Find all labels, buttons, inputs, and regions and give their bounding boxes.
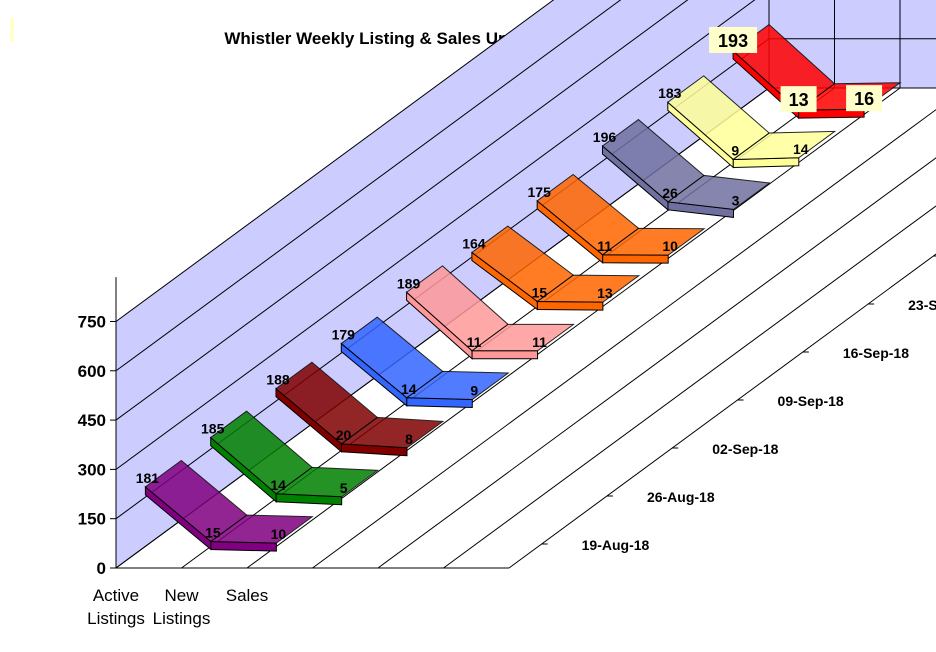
data-label: 181 xyxy=(136,470,160,486)
data-label: 26 xyxy=(662,185,678,201)
data-label: 15 xyxy=(205,524,221,540)
ribbon-top xyxy=(340,416,445,449)
series-ribbon xyxy=(275,361,445,457)
series-ribbon xyxy=(471,225,641,311)
data-label: 179 xyxy=(332,327,356,343)
ribbon-top xyxy=(601,227,706,256)
series-axis: 19-Aug-18 26-Aug-18 02-Sep-18 09-Sep-18 16-S… xyxy=(541,255,936,553)
y-tick-label: 750 xyxy=(78,312,106,331)
data-label-box xyxy=(709,26,758,53)
series-label: 16-Sep-18 xyxy=(843,345,909,361)
data-label: 8 xyxy=(405,431,413,447)
data-label: 185 xyxy=(201,421,225,437)
data-label: 5 xyxy=(340,480,348,496)
y-axis: 0 150 300 450 600 750 xyxy=(78,312,116,578)
series-label: 26-Aug-18 xyxy=(647,489,715,505)
corner-mark xyxy=(10,18,14,42)
data-label: 175 xyxy=(528,184,552,200)
data-label: 9 xyxy=(470,382,478,398)
data-label: 9 xyxy=(731,142,739,158)
series-ribbon xyxy=(405,265,576,360)
data-label: 196 xyxy=(593,129,617,145)
ribbon-top xyxy=(535,274,641,303)
gridline xyxy=(246,87,901,569)
series-label: 19-Aug-18 xyxy=(582,537,650,553)
y-tick-label: 450 xyxy=(78,411,106,430)
gridline xyxy=(115,0,555,322)
data-label: 193 xyxy=(718,31,748,51)
gridline xyxy=(443,205,936,569)
ribbon-face xyxy=(536,300,604,311)
series-ribbon xyxy=(666,75,837,169)
data-label: 10 xyxy=(662,238,678,254)
data-label: 10 xyxy=(271,526,287,542)
data-label: 11 xyxy=(597,238,612,254)
data-label: 164 xyxy=(462,235,486,251)
ribbon-top xyxy=(405,370,510,400)
series-label: 02-Sep-18 xyxy=(712,441,778,457)
ribbon-top xyxy=(470,323,576,352)
ribbon-top xyxy=(209,514,314,544)
data-label: 14 xyxy=(401,381,417,397)
y-tick-label: 0 xyxy=(97,559,106,578)
data-label: 189 xyxy=(397,275,421,291)
data-label-box xyxy=(780,86,817,113)
gridline xyxy=(115,0,689,421)
gridline xyxy=(312,109,936,569)
x-category-label: New Listings xyxy=(153,586,211,628)
data-labels: 181 15 10 185 14 5 188 20 8 179 14 9 189 11 11 164 15 13 1… xyxy=(136,26,883,542)
series-ribbon xyxy=(209,410,380,506)
gridline xyxy=(508,253,936,569)
y-tick-label: 300 xyxy=(78,460,106,479)
data-label: 13 xyxy=(597,285,613,301)
x-category-label: Active Listings xyxy=(87,586,145,628)
data-label: 11 xyxy=(532,334,547,350)
data-label: 14 xyxy=(793,141,809,157)
gridline xyxy=(115,0,622,372)
y-tick-label: 600 xyxy=(78,362,106,381)
x-category-label: Sales xyxy=(226,586,269,605)
data-label: 11 xyxy=(467,334,482,350)
ribbon-face xyxy=(471,350,539,360)
gridline xyxy=(115,0,756,470)
data-label: 20 xyxy=(336,427,352,443)
ribbon-top xyxy=(666,174,771,210)
data-label: 14 xyxy=(270,477,286,493)
data-label: 15 xyxy=(532,284,548,300)
data-label: 183 xyxy=(658,85,682,101)
ribbon-top xyxy=(731,130,837,160)
data-label: 3 xyxy=(732,192,740,208)
series-ribbon xyxy=(340,316,510,408)
data-label: 13 xyxy=(789,90,809,110)
y-tick-label: 150 xyxy=(78,510,106,529)
series-ribbon xyxy=(536,173,706,264)
data-label: 16 xyxy=(854,89,874,109)
series-ribbon xyxy=(601,118,771,218)
series-ribbon xyxy=(144,459,314,552)
gridline xyxy=(377,157,936,569)
ribbon-face xyxy=(602,254,669,264)
ribbon-top xyxy=(274,466,380,498)
data-label: 188 xyxy=(266,372,290,388)
series-label: 23-Sep-18 xyxy=(908,297,936,313)
data-label-box xyxy=(846,85,883,112)
series-label: 09-Sep-18 xyxy=(778,393,844,409)
